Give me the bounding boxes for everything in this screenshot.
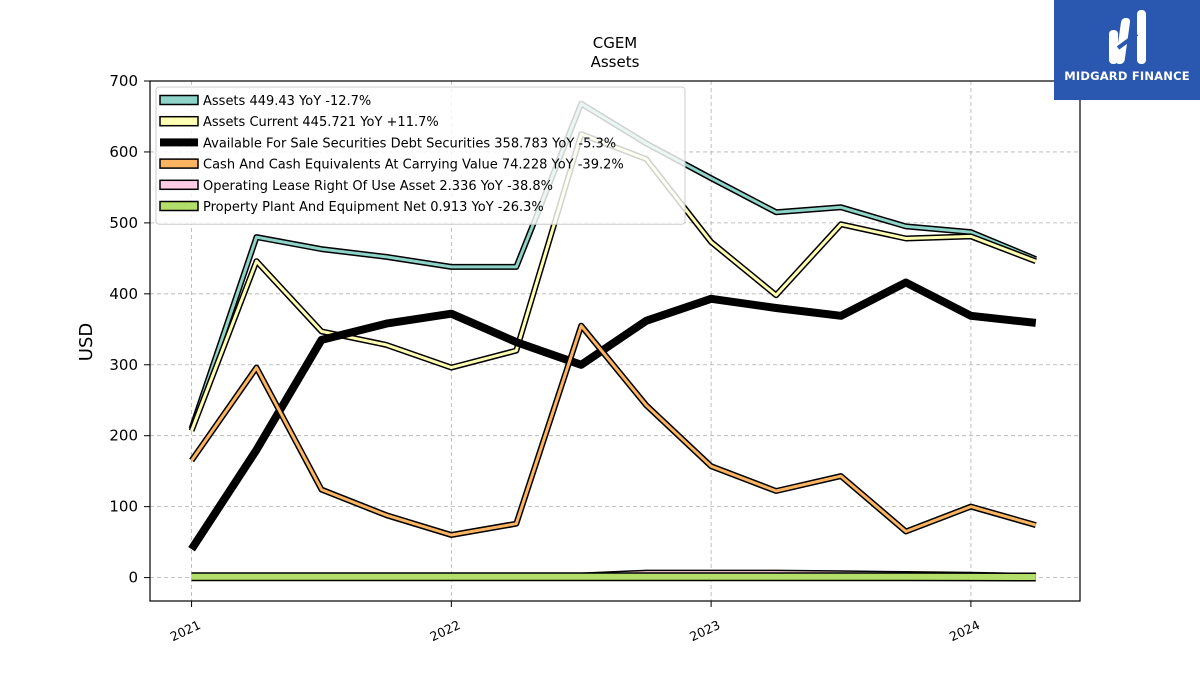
- brand-name: MIDGARD FINANCE: [1064, 69, 1190, 83]
- legend-label: Available For Sale Securities Debt Secur…: [203, 136, 616, 151]
- legend-label: Assets 449.43 YoY -12.7%: [203, 94, 371, 109]
- x-tick-label: 2021: [168, 617, 203, 644]
- x-tick-label: 2023: [687, 617, 722, 644]
- legend-item: Operating Lease Right Of Use Asset 2.336…: [159, 179, 553, 194]
- legend-item: Assets Current 445.721 YoY +11.7%: [159, 115, 439, 130]
- legend-swatch: [159, 115, 199, 127]
- series-line: [188, 278, 1037, 552]
- legend-label: Operating Lease Right Of Use Asset 2.336…: [203, 179, 553, 194]
- legend-swatch: [160, 138, 198, 147]
- y-tick-label: 0: [128, 569, 138, 587]
- y-tick-label: 700: [109, 72, 138, 90]
- legend-swatch: [159, 158, 199, 169]
- legend-box: [155, 86, 686, 225]
- series-path: [190, 324, 1037, 537]
- legend-item: Property Plant And Equipment Net 0.913 Y…: [159, 200, 544, 215]
- y-tick-label: 600: [109, 143, 138, 161]
- legend-label: Property Plant And Equipment Net 0.913 Y…: [203, 200, 544, 215]
- midgard-logo-icon: [1109, 10, 1146, 64]
- brand-logo: MIDGARD FINANCE: [1054, 0, 1200, 100]
- series-path: [188, 278, 1037, 552]
- legend: Assets 449.43 YoY -12.7% Assets Current 4…: [155, 86, 686, 225]
- legend-label: Assets Current 445.721 YoY +11.7%: [203, 115, 439, 130]
- y-tick-label: 100: [109, 498, 138, 516]
- y-tick-label: 200: [109, 427, 138, 445]
- y-axis-label: USD: [76, 323, 97, 361]
- x-tick-label: 2022: [427, 617, 462, 644]
- legend-label: Cash And Cash Equivalents At Carrying Va…: [203, 158, 624, 173]
- chart-subtitle: Assets: [591, 53, 640, 71]
- x-tick-label: 2024: [947, 617, 982, 644]
- legend-item: Available For Sale Securities Debt Secur…: [160, 136, 616, 151]
- legend-swatch: [159, 200, 199, 212]
- legend-swatch: [159, 179, 199, 191]
- legend-swatch: [159, 94, 199, 106]
- y-tick-label: 500: [109, 214, 138, 232]
- y-tick-label: 300: [109, 356, 138, 374]
- legend-item: Assets 449.43 YoY -12.7%: [159, 94, 371, 109]
- chart-title: CGEM: [593, 34, 638, 52]
- y-tick-label: 400: [109, 285, 138, 303]
- series-outline: [189, 322, 1037, 538]
- series-line: [189, 322, 1037, 538]
- plot-frame: [149, 80, 1081, 602]
- legend-item: Cash And Cash Equivalents At Carrying Va…: [159, 158, 624, 173]
